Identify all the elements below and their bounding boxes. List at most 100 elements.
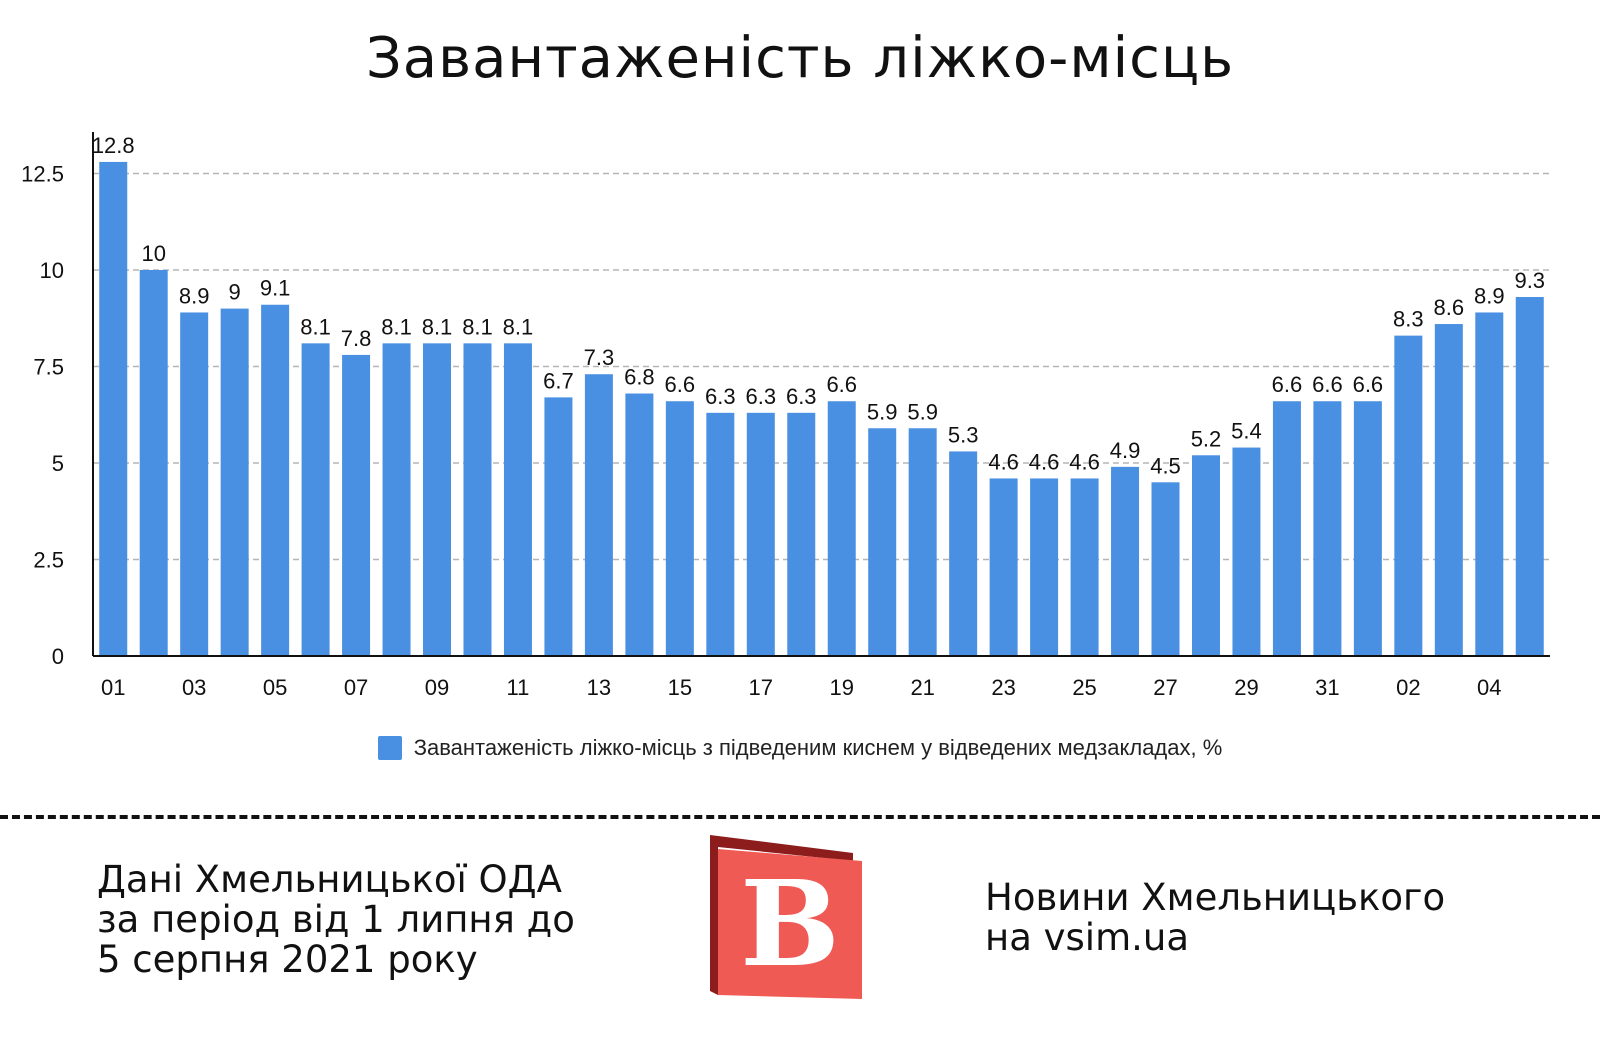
x-tick-label: 15 bbox=[668, 675, 692, 700]
dashed-divider bbox=[0, 815, 1600, 819]
bar bbox=[1191, 455, 1220, 656]
y-tick-label: 0 bbox=[52, 644, 64, 669]
bar bbox=[1070, 478, 1099, 656]
data-label: 8.9 bbox=[1474, 283, 1505, 308]
bar bbox=[1394, 335, 1423, 656]
data-label: 9.3 bbox=[1514, 268, 1545, 293]
data-label: 12.8 bbox=[92, 133, 135, 158]
logo-front-panel bbox=[718, 849, 862, 999]
data-label: 6.3 bbox=[705, 384, 736, 409]
bar bbox=[625, 393, 654, 656]
chart-title: Завантаженість ліжко-місць bbox=[365, 26, 1235, 91]
data-label: 8.6 bbox=[1434, 295, 1465, 320]
bar bbox=[99, 161, 128, 657]
bar bbox=[423, 343, 452, 656]
data-label: 9.1 bbox=[260, 276, 291, 301]
data-label: 4.6 bbox=[988, 449, 1019, 474]
x-tick-label: 21 bbox=[910, 675, 934, 700]
data-label: 5.3 bbox=[948, 422, 979, 447]
bar bbox=[503, 343, 532, 656]
x-tick-label: 25 bbox=[1072, 675, 1096, 700]
x-tick-label: 04 bbox=[1477, 675, 1501, 700]
bar bbox=[180, 312, 209, 656]
data-label: 6.6 bbox=[1312, 372, 1343, 397]
data-label: 4.9 bbox=[1110, 438, 1141, 463]
bar bbox=[1030, 478, 1059, 656]
x-tick-label: 07 bbox=[344, 675, 368, 700]
legend: Завантаженість ліжко-місць з підведеним … bbox=[0, 735, 1600, 761]
x-tick-label: 27 bbox=[1153, 675, 1177, 700]
data-label: 8.1 bbox=[462, 314, 493, 339]
data-label: 4.5 bbox=[1150, 453, 1181, 478]
bar bbox=[1515, 297, 1544, 656]
x-axis-ticks: 01 03 05 07 09 11 13 15 17 19 21 23 25 27 29 31 02 04 bbox=[101, 675, 1502, 700]
bar bbox=[827, 401, 856, 656]
y-tick-label: 2.5 bbox=[33, 548, 64, 573]
data-label: 6.3 bbox=[786, 384, 817, 409]
data-label: 4.6 bbox=[1029, 449, 1060, 474]
bar bbox=[584, 374, 613, 656]
bar bbox=[949, 451, 978, 656]
data-label: 7.3 bbox=[584, 345, 615, 370]
site-line-2: на vsim.ua bbox=[985, 916, 1190, 959]
data-label: 5.2 bbox=[1191, 426, 1222, 451]
data-label: 8.1 bbox=[381, 314, 412, 339]
x-tick-label: 31 bbox=[1315, 675, 1339, 700]
bar bbox=[1434, 324, 1463, 656]
source-line-2: за період від 1 липня до bbox=[97, 898, 575, 941]
data-label: 6.6 bbox=[1272, 372, 1303, 397]
data-label: 6.7 bbox=[543, 368, 574, 393]
site-credit: Новини Хмельницького на vsim.ua bbox=[985, 878, 1545, 958]
logo-letter: B bbox=[740, 854, 840, 993]
x-tick-label: 17 bbox=[749, 675, 773, 700]
bar bbox=[139, 270, 168, 656]
x-tick-label: 01 bbox=[101, 675, 125, 700]
data-label: 8.1 bbox=[422, 314, 453, 339]
bar bbox=[463, 343, 492, 656]
legend-label: Завантаженість ліжко-місць з підведеним … bbox=[413, 735, 1223, 760]
x-tick-label: 23 bbox=[991, 675, 1015, 700]
data-label: 8.9 bbox=[179, 283, 210, 308]
data-label: 6.6 bbox=[1353, 372, 1384, 397]
y-tick-label: 10 bbox=[40, 258, 64, 283]
bar bbox=[1151, 482, 1180, 656]
bars bbox=[99, 161, 1544, 657]
data-label: 5.4 bbox=[1231, 419, 1262, 444]
x-tick-label: 11 bbox=[507, 675, 530, 700]
bar bbox=[746, 412, 775, 656]
grid-lines bbox=[93, 172, 1550, 561]
x-tick-label: 03 bbox=[182, 675, 206, 700]
bar bbox=[261, 304, 290, 656]
x-tick-label: 13 bbox=[587, 675, 611, 700]
data-label: 4.6 bbox=[1069, 449, 1100, 474]
bar bbox=[868, 428, 897, 656]
x-tick-label: 29 bbox=[1234, 675, 1258, 700]
data-label: 5.9 bbox=[907, 399, 938, 424]
data-label: 8.1 bbox=[503, 314, 534, 339]
bar-chart: 12.8 10 8.9 9 9.1 8.1 7.8 8.1 8.1 8.1 8.1 6.7 7.3 6.8… bbox=[21, 132, 1550, 700]
y-tick-label: 7.5 bbox=[33, 355, 64, 380]
source-line-3: 5 серпня 2021 року bbox=[97, 938, 478, 981]
data-label: 6.6 bbox=[826, 372, 857, 397]
data-label: 6.3 bbox=[745, 384, 776, 409]
data-label: 8.1 bbox=[300, 314, 331, 339]
data-label: 5.9 bbox=[867, 399, 898, 424]
data-label: 7.8 bbox=[341, 326, 372, 351]
bar bbox=[1353, 401, 1382, 656]
bar bbox=[1313, 401, 1342, 656]
bar bbox=[665, 401, 694, 656]
bar bbox=[1111, 466, 1140, 656]
source-line-1: Дані Хмельницької ОДА bbox=[97, 858, 562, 901]
x-tick-label: 02 bbox=[1396, 675, 1420, 700]
data-label: 6.6 bbox=[665, 372, 696, 397]
data-label: 9 bbox=[229, 280, 241, 305]
x-tick-label: 09 bbox=[425, 675, 449, 700]
bar bbox=[301, 343, 330, 656]
data-label: 6.8 bbox=[624, 365, 655, 390]
bar bbox=[382, 343, 411, 656]
bar bbox=[706, 412, 735, 656]
data-label: 8.3 bbox=[1393, 307, 1424, 332]
vsim-logo: B bbox=[710, 835, 862, 999]
source-note: Дані Хмельницької ОДА за період від 1 ли… bbox=[97, 860, 617, 980]
data-label: 10 bbox=[141, 241, 165, 266]
